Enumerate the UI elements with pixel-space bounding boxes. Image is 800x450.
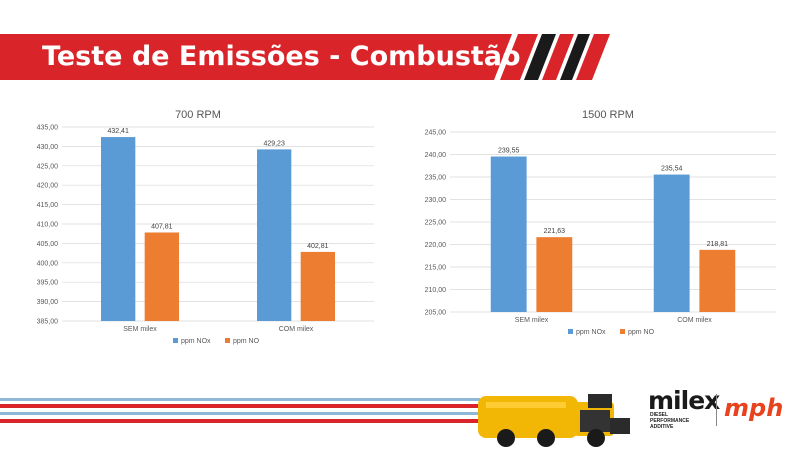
y-tick-label: 395,00 <box>37 280 59 287</box>
data-label: 239,55 <box>498 148 520 155</box>
footer-stripes <box>0 398 480 423</box>
y-tick-label: 240,00 <box>425 152 447 159</box>
legend-label: ppm NO <box>628 329 655 336</box>
y-tick-label: 420,00 <box>37 183 59 190</box>
bar <box>144 232 179 321</box>
legend-label: ppm NOx <box>181 338 211 345</box>
data-label: 235,54 <box>661 166 683 173</box>
y-tick-label: 410,00 <box>37 222 59 229</box>
bar <box>257 149 292 321</box>
bar <box>699 249 736 312</box>
legend-swatch <box>225 338 230 343</box>
brand-divider <box>716 394 717 426</box>
chart-title: 1500 RPM <box>582 109 634 121</box>
truck-icon <box>478 394 630 447</box>
legend-label: ppm NOx <box>576 329 606 336</box>
y-tick-label: 235,00 <box>425 175 447 182</box>
y-tick-label: 215,00 <box>425 265 447 272</box>
bar <box>653 174 690 312</box>
data-label: 218,81 <box>707 241 729 248</box>
bar <box>490 156 527 312</box>
y-tick-label: 425,00 <box>37 163 59 170</box>
y-tick-label: 225,00 <box>425 220 447 227</box>
data-label: 221,63 <box>544 228 566 235</box>
milex-logo: milex <box>648 386 720 415</box>
y-tick-label: 415,00 <box>37 202 59 209</box>
category-label: SEM milex <box>515 317 549 324</box>
milex-tagline: DIESEL PERFORMANCE ADDITIVE <box>650 412 690 430</box>
bar <box>300 251 335 321</box>
data-label: 407,81 <box>151 223 173 230</box>
legend-swatch <box>620 329 625 334</box>
y-tick-label: 230,00 <box>425 197 447 204</box>
chart-title: 700 RPM <box>175 109 221 121</box>
y-tick-label: 220,00 <box>425 242 447 249</box>
y-tick-label: 430,00 <box>37 144 59 151</box>
data-label: 432,41 <box>107 128 129 135</box>
chart-1500-rpm: 1500 RPM 205,00 210,00 215,00 220,00 225,00 23… <box>425 109 776 336</box>
bar <box>101 137 136 321</box>
category-label: COM milex <box>279 326 314 333</box>
mph-logo: mph <box>724 394 784 422</box>
category-label: COM milex <box>677 317 712 324</box>
category-label: SEM milex <box>123 326 157 333</box>
y-tick-label: 245,00 <box>425 130 447 137</box>
y-tick-label: 390,00 <box>37 299 59 306</box>
data-label: 402,81 <box>307 243 329 250</box>
y-tick-label: 210,00 <box>425 287 447 294</box>
y-tick-label: 405,00 <box>37 241 59 248</box>
y-tick-label: 435,00 <box>37 125 59 132</box>
title-banner <box>0 34 610 80</box>
chart-700-rpm: 700 RPM 385,00 390,00 395,00 400,00 405,00 410… <box>37 109 374 345</box>
data-label: 429,23 <box>263 140 285 147</box>
slide-title: Teste de Emissões - Combustão <box>42 41 521 72</box>
y-tick-label: 385,00 <box>37 319 59 326</box>
legend-swatch <box>173 338 178 343</box>
legend-label: ppm NO <box>233 338 260 345</box>
y-tick-label: 205,00 <box>425 310 447 317</box>
legend-swatch <box>568 329 573 334</box>
bar <box>536 237 573 312</box>
y-tick-label: 400,00 <box>37 260 59 267</box>
